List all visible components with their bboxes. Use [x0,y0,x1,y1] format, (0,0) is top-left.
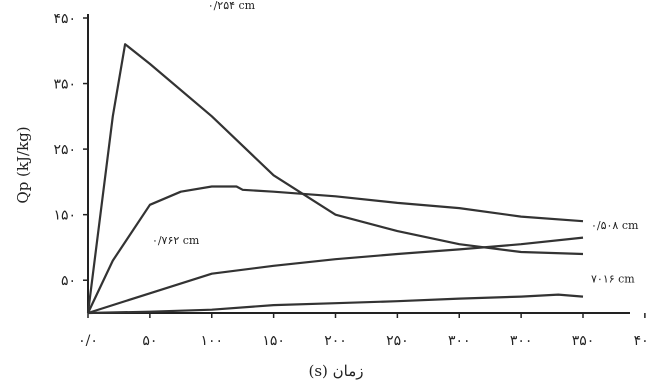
x-axis-title: زمان (s) [308,362,363,380]
x-tick-label: ۲۵۰ [386,333,409,349]
y-tick-label: ۲۵۰ [53,142,76,158]
series-labels: ۰/۲۵۴ cm ۰/۵۰۸ cm ۰/۷۶۲ cm ۷۰۱۶ cm [152,0,639,286]
y-tick-label: ۵۰ [61,273,76,289]
x-tick-label: ۳۰۰ [510,333,533,349]
series-lines [86,43,584,315]
series-line-0 [86,43,584,314]
series-label-0: ۰/۲۵۴ cm [208,0,256,12]
x-tick-label: ۱۰۰ [200,333,223,349]
y-tick-label: ۳۵۰ [53,77,76,93]
y-tick-label: ۱۵۰ [53,208,76,224]
series-label-3: ۷۰۱۶ cm [591,273,635,286]
series-line-3 [87,293,584,315]
x-tick-label: ۴۰۰ [634,333,648,349]
series-label-1: ۰/۵۰۸ cm [591,219,639,232]
x-tick-label: ۳۵۰ [572,333,595,349]
series-label-2: ۰/۷۶۲ cm [152,234,200,247]
series-line-1 [87,185,584,314]
tick-labels: ۰/۰ ۵۰ ۱۰۰ ۱۵۰ ۲۰۰ ۲۵۰ ۳۰۰ ۳۰۰ ۳۵۰ ۴۰۰ ۵۰ ۱۵۰ ۲۵۰ ۳۵۰… [53,11,648,349]
x-tick-label: ۱۵۰ [262,333,285,349]
y-tick-label: ۴۵۰ [53,11,76,27]
series-line-2 [87,236,584,315]
x-tick-label: ۳۰۰ [448,333,471,349]
y-axis-title: Qp (kJ/kg) [14,126,32,203]
axes [87,14,630,314]
x-tick-label: ۵۰ [142,333,157,349]
x-tick-label: ۰/۰ [78,333,98,349]
tick-marks [83,17,646,318]
x-tick-label: ۲۰۰ [324,333,347,349]
